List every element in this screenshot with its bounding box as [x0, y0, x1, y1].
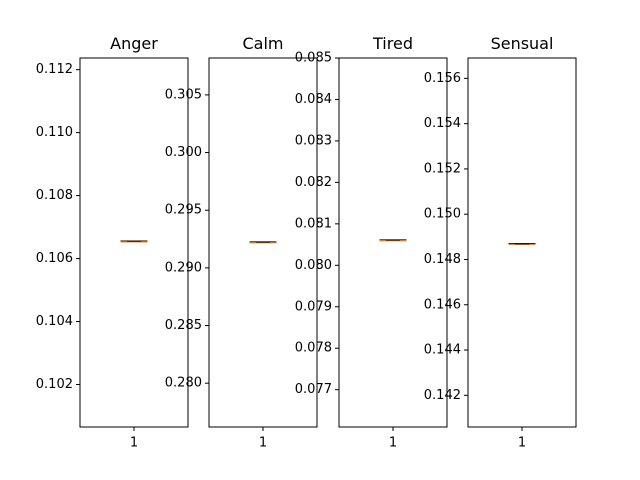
panel-tired-ytick-label-0: 0.077	[295, 382, 332, 397]
panel-anger-title: Anger	[110, 34, 158, 53]
panel-sensual-ytick-label-6: 0.154	[424, 116, 461, 131]
panel-calm-ytick-label-4: 0.300	[165, 145, 202, 160]
panel-tired-ytick-label-3: 0.080	[295, 258, 332, 273]
panel-anger-ytick-label-1: 0.104	[36, 314, 73, 329]
panel-calm-ytick-label-3: 0.295	[165, 203, 202, 218]
panel-anger-xtick-label-0: 1	[130, 436, 138, 451]
panel-tired: Tired 0.077 0.078 0.079 0.080 0.081 0.082 0.083…	[295, 34, 448, 451]
panel-sensual-title: Sensual	[491, 34, 554, 53]
panel-anger-ytick-label-2: 0.106	[36, 251, 73, 266]
panel-tired-title: Tired	[372, 34, 413, 53]
panel-calm-ytick-label-2: 0.290	[165, 260, 202, 275]
panel-sensual-xtick-label-0: 1	[518, 436, 526, 451]
panel-sensual-frame	[467, 57, 577, 428]
panel-anger-ytick-label-0: 0.102	[36, 377, 73, 392]
panel-sensual-ytick-label-1: 0.144	[424, 343, 461, 358]
panel-tired-ytick-label-4: 0.081	[295, 216, 332, 231]
panel-calm-ytick-label-0: 0.280	[165, 376, 202, 391]
panel-tired-xtick-label-0: 1	[389, 436, 397, 451]
panel-sensual-ytick-label-2: 0.146	[424, 297, 461, 312]
panel-tired-frame	[338, 57, 448, 428]
panel-anger-ytick-label-5: 0.112	[36, 62, 73, 77]
panel-tired-ytick-label-2: 0.079	[295, 299, 332, 314]
panel-sensual-ytick-label-0: 0.142	[424, 388, 461, 403]
panel-sensual-ytick-label-3: 0.148	[424, 252, 461, 267]
panel-calm-title: Calm	[242, 34, 283, 53]
panel-anger: Anger 0.102 0.104 0.106 0.108 0.110 0.112 1	[36, 34, 189, 451]
panel-calm-xtick-label-0: 1	[259, 436, 267, 451]
panel-tired-ytick-label-1: 0.078	[295, 341, 332, 356]
panel-tired-ytick-label-8: 0.085	[295, 51, 332, 66]
panel-sensual: Sensual 0.142 0.144 0.146 0.148 0.150 0.152 0.1…	[424, 34, 577, 451]
panel-sensual-ytick-label-7: 0.156	[424, 71, 461, 86]
panel-tired-ytick-label-6: 0.083	[295, 133, 332, 148]
panel-calm-ytick-label-1: 0.285	[165, 318, 202, 333]
panel-anger-frame	[79, 57, 189, 428]
panel-tired-ytick-label-7: 0.084	[295, 92, 332, 107]
panel-sensual-ytick-label-4: 0.150	[424, 207, 461, 222]
panel-calm-ytick-label-5: 0.305	[165, 87, 202, 102]
panel-calm: Calm 0.280 0.285 0.290 0.295 0.300 0.305 1	[165, 34, 318, 451]
panel-sensual-ytick-label-5: 0.152	[424, 161, 461, 176]
panel-tired-ytick-label-5: 0.082	[295, 175, 332, 190]
panel-anger-ytick-label-3: 0.108	[36, 188, 73, 203]
panel-anger-ytick-label-4: 0.110	[36, 125, 73, 140]
